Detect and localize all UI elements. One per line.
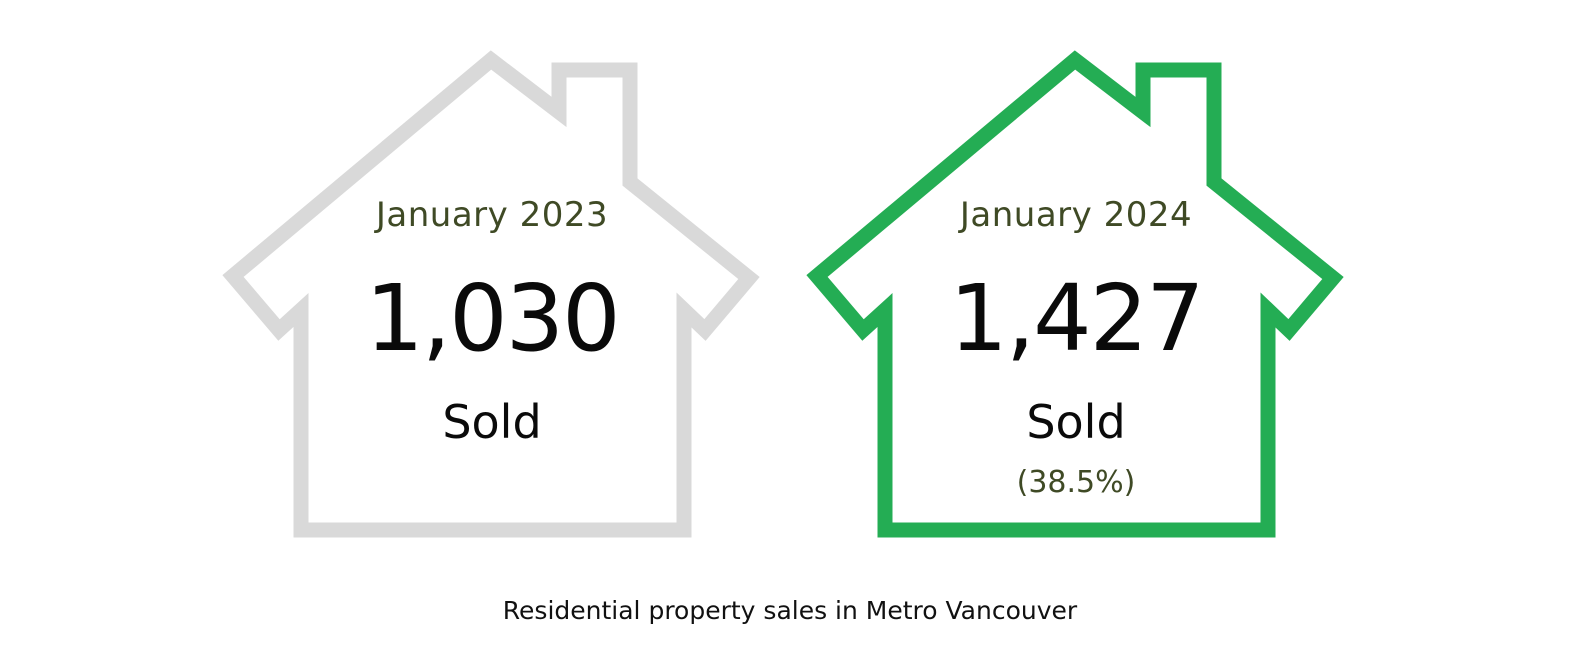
change-percent: (38.5%) [1016,465,1136,500]
house-card-2024: January 2024 1,427 Sold (38.5%) [796,40,1356,540]
house-outline-icon [222,50,760,538]
sold-count: 1,030 [365,265,620,372]
house-outline-icon [806,50,1344,538]
house-card-2023: January 2023 1,030 Sold [212,40,772,540]
sold-count: 1,427 [949,265,1204,372]
status-label: Sold [1026,395,1126,449]
caption: Residential property sales in Metro Vanc… [502,596,1078,625]
status-label: Sold [442,395,542,449]
period-label: January 2024 [959,195,1193,235]
period-label: January 2023 [375,195,609,235]
